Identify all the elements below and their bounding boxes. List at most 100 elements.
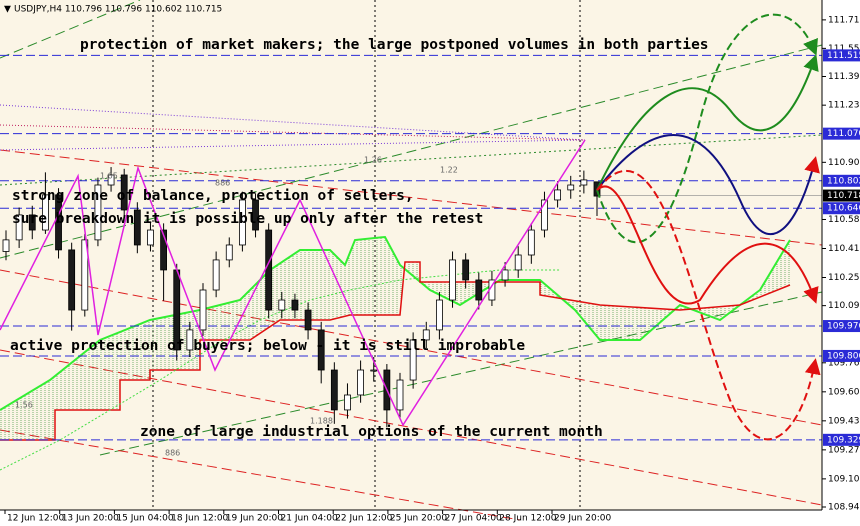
y-tick-label: 109.272 [828, 445, 860, 455]
level-label: 110.802 [827, 176, 860, 186]
y-tick-label: 110.092 [828, 301, 860, 311]
y-tick-label: 111.555 [828, 44, 860, 54]
level-tag [823, 202, 860, 215]
candle-body [514, 254, 522, 271]
x-tick-label: 13 Jun 20:00 [62, 514, 119, 524]
annotation: active protection of buyers; below - it … [10, 338, 525, 354]
candle-body [527, 229, 535, 256]
candle-body [409, 339, 417, 381]
level-label: 109.329 [827, 435, 860, 445]
level-label: 111.515 [827, 51, 860, 61]
annotation: protection of market makers; the large p… [80, 37, 709, 53]
candle-body [422, 329, 430, 341]
candle-body [107, 174, 115, 186]
fib-label: 1.22 [440, 166, 458, 175]
level-tag [823, 433, 860, 446]
candle-body [212, 259, 220, 291]
candle-body [554, 189, 561, 201]
candle-body [186, 329, 194, 351]
y-tick-label: 109.767 [828, 358, 860, 368]
candle-body [2, 239, 10, 252]
candle-body [160, 229, 168, 271]
candle-body [225, 244, 233, 261]
x-tick-label: 28 Jun 12:00 [499, 514, 556, 524]
candle-body [501, 269, 509, 281]
candle-body [580, 179, 588, 186]
y-tick-label: 109.107 [828, 474, 860, 484]
candle-body [94, 184, 102, 241]
candle-body [147, 229, 154, 246]
x-tick-label: 27 Jun 04:00 [445, 514, 502, 524]
y-tick-label: 110.582 [828, 215, 860, 225]
x-tick-label: 18 Jun 12:00 [171, 514, 228, 524]
candle-body [567, 184, 575, 191]
y-tick-label: 110.417 [828, 244, 860, 254]
current-price-tag [823, 189, 860, 202]
levels [0, 54, 822, 441]
candle-body [68, 249, 76, 311]
candle-body [462, 259, 470, 281]
x-tick-label: 12 Jun 12:00 [7, 514, 64, 524]
candle-body [28, 214, 36, 231]
x-tick-label: 19 Jun 20:00 [226, 514, 283, 524]
level-label: 110.646 [827, 204, 860, 214]
candle-body [304, 309, 312, 331]
y-tick-label: 109.437 [828, 416, 860, 426]
candle-body [475, 279, 483, 301]
fib-label: 886 [215, 179, 230, 188]
fib-label: 1.26 [364, 156, 382, 165]
x-tick-label: 29 Jun 20:00 [554, 514, 611, 524]
y-tick-label: 110.252 [828, 273, 860, 283]
fib-label: 886 [165, 449, 180, 458]
level-tag [823, 127, 860, 140]
candle-body [199, 289, 207, 331]
x-tick-label: 25 Jun 20:00 [390, 514, 447, 524]
annotation: zone of large industrial options of the … [140, 424, 603, 440]
candle-body [133, 209, 141, 246]
y-tick-label: 108.947 [828, 503, 860, 513]
candle-body [330, 369, 338, 411]
level-tag [823, 349, 860, 362]
forecast-curves [596, 13, 821, 441]
header-arrow: ▼ [4, 5, 11, 15]
candle-body [435, 299, 443, 331]
annotation: strong zone of balance, protection of se… [12, 188, 414, 204]
candle-body [55, 194, 62, 251]
level-tag [823, 320, 860, 333]
candle-body [344, 394, 351, 411]
candle-body [357, 369, 365, 396]
zigzag [0, 139, 586, 427]
fib-label: 1.188 [310, 417, 333, 426]
candle-body [15, 214, 23, 241]
y-tick-label: 111.395 [828, 72, 860, 82]
kijun-sen [0, 261, 791, 441]
candle-body [238, 199, 246, 246]
fib-label: 1.56 [15, 401, 33, 410]
candle-body [291, 299, 299, 311]
candle-body [396, 379, 404, 411]
x-tick-label: 21 Jun 04:00 [281, 514, 338, 524]
level-label: 109.806 [827, 351, 860, 361]
level-label: 109.976 [827, 322, 860, 332]
chikou-span [0, 269, 560, 471]
level-tag [823, 49, 860, 62]
senkou-span [0, 235, 791, 411]
level-tag [823, 174, 860, 187]
level-label: 111.070 [827, 129, 860, 139]
candle-body [541, 199, 548, 231]
candle-body [252, 199, 259, 231]
candle-body [120, 174, 128, 211]
candle-body [81, 239, 89, 311]
annotation: sure breakdown it is possible up only af… [12, 211, 483, 227]
candle-body [265, 229, 273, 311]
current-price-label: 110.718 [827, 191, 860, 201]
fib-label: 1.05 [100, 172, 118, 181]
x-tick-label: 22 Jun 12:00 [335, 514, 392, 524]
candle-body [278, 299, 286, 311]
y-tick-label: 109.602 [828, 387, 860, 397]
candle-body [449, 259, 456, 301]
candle-body [42, 194, 49, 231]
y-tick-label: 111.717 [828, 15, 860, 25]
candle-body [370, 369, 378, 372]
